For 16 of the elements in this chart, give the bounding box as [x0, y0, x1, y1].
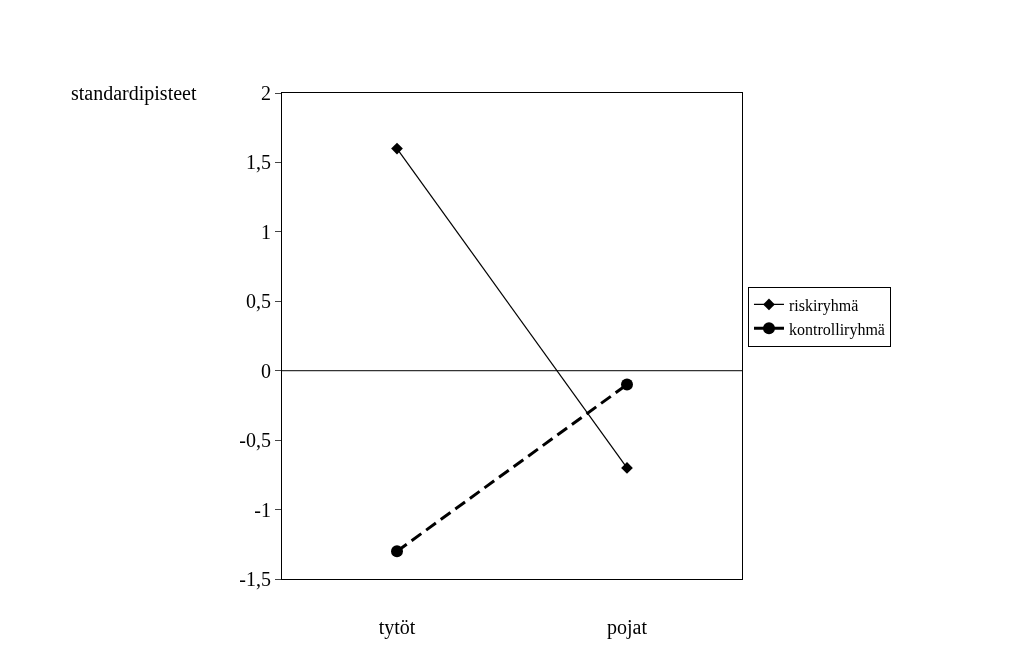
- point: [391, 545, 403, 558]
- x-tick-label: pojat: [607, 616, 648, 639]
- y-axis-title: standardipisteet: [71, 82, 197, 105]
- x-tick-label: tytöt: [378, 616, 416, 639]
- legend-label: kontrolliryhmä: [788, 320, 885, 339]
- y-tick-label: -1,5: [239, 568, 271, 590]
- y-tick-label: 0: [261, 359, 271, 382]
- legend-label: riskiryhmä: [788, 296, 859, 315]
- y-tick-label: 1: [261, 220, 271, 243]
- y-tick-label: 0,5: [246, 290, 271, 313]
- point: [391, 142, 403, 155]
- y-tick-label: -1: [254, 498, 271, 521]
- y-tick-label: 2: [261, 82, 271, 104]
- y-tick-label: -0,5: [239, 429, 271, 452]
- point: [621, 378, 633, 391]
- y-tick-label: 1,5: [246, 151, 271, 174]
